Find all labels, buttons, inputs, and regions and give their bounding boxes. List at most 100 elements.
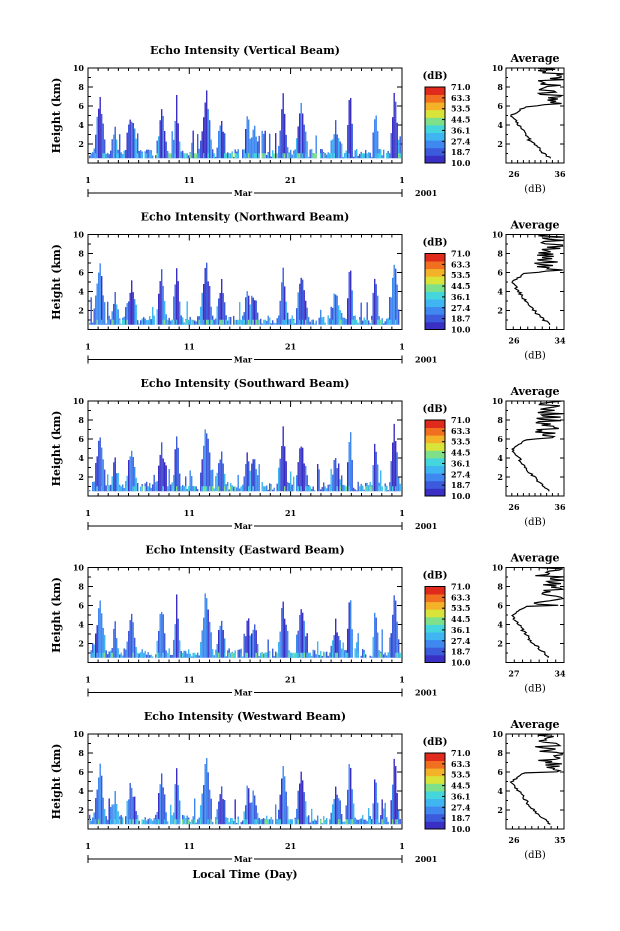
colorbar-swatch	[425, 624, 445, 633]
colorbar-swatch	[425, 639, 445, 648]
echo-field	[89, 90, 401, 159]
y-tick-label: 4	[78, 120, 84, 130]
colorbar-swatch	[425, 450, 445, 459]
colorbar-tick-label: 10.0	[451, 158, 471, 168]
x-tick-label: 11	[184, 175, 195, 185]
colorbar-swatch	[425, 768, 445, 777]
average-y-tick-label: 10	[492, 729, 504, 739]
average-y-tick-label: 2	[497, 805, 503, 815]
colorbar-swatch	[425, 654, 445, 663]
colorbar-swatch	[425, 798, 445, 807]
average-y-tick-label: 8	[497, 415, 503, 425]
colorbar-swatch	[425, 125, 445, 133]
colorbar-tick-label: 71.0	[451, 82, 471, 92]
x-tick-label: 21	[285, 508, 296, 518]
colorbar-swatch	[425, 632, 445, 641]
y-tick-label: 8	[78, 582, 84, 592]
colorbar-tick-label: 27.4	[451, 303, 471, 313]
colorbar-tick-label: 36.1	[451, 625, 470, 635]
y-tick-label: 4	[78, 453, 84, 463]
average-y-tick-label: 6	[497, 601, 503, 611]
panel-4: Echo Intensity (Eastward Beam) 10 8 6 4 2 Heig…	[50, 544, 566, 698]
colorbar-swatch	[425, 609, 445, 618]
colorbar-swatch	[425, 87, 445, 95]
average-y-tick-label: 6	[497, 767, 503, 777]
panel-2: Echo Intensity (Northward Beam) 10 8 6 4 2 Hei…	[50, 211, 566, 365]
y-tick-label: 8	[78, 249, 84, 259]
colorbar-tick-label: 44.5	[451, 614, 470, 624]
colorbar-tick-label: 53.5	[451, 603, 470, 613]
y-tick-label: 8	[78, 415, 84, 425]
panel-5: Echo Intensity (Westward Beam) 10 8 6 4 2 Heig…	[50, 710, 566, 864]
average-frame	[505, 67, 565, 164]
colorbar-swatch	[425, 586, 445, 595]
colorbar-tick-label: 53.5	[451, 104, 470, 114]
colorbar-swatch	[425, 783, 445, 792]
colorbar-swatch	[425, 465, 445, 474]
y-tick-label: 6	[78, 601, 84, 611]
x-tick-label: 11	[184, 508, 195, 518]
month-label: Mar	[234, 688, 253, 698]
x-tick-label: 21	[285, 841, 296, 851]
y-axis-label: Height (km)	[50, 78, 63, 154]
y-axis-label: Height (km)	[50, 411, 63, 487]
colorbar-swatch	[425, 806, 445, 815]
average-y-tick-label: 10	[492, 563, 504, 573]
average-x-tick-label: 26	[508, 336, 520, 346]
colorbar-unit: (dB)	[423, 238, 448, 249]
average-y-tick-label: 8	[497, 582, 503, 592]
colorbar-swatch	[425, 283, 445, 292]
average-x-label: (dB)	[524, 351, 546, 362]
average-y-tick-label: 8	[497, 249, 503, 259]
x-tick-label: 1	[399, 175, 405, 185]
colorbar-tick-label: 27.4	[451, 469, 471, 479]
colorbar-unit: (dB)	[423, 571, 448, 582]
x-tick-label: 1	[85, 175, 91, 185]
colorbar-swatch	[425, 321, 445, 330]
average-x-tick-label: 36	[554, 169, 566, 179]
colorbar-swatch	[425, 314, 445, 323]
average-title: Average	[509, 718, 559, 731]
month-label-bg	[232, 354, 254, 365]
colorbar-tick-label: 53.5	[451, 770, 470, 780]
colorbar-frame	[424, 586, 446, 663]
y-tick-label: 2	[78, 639, 84, 649]
colorbar-tick-label: 10.0	[451, 658, 471, 668]
average-y-tick-label: 4	[497, 786, 503, 796]
colorbar-swatch	[425, 253, 445, 262]
average-frame	[505, 733, 565, 830]
colorbar-swatch	[425, 775, 445, 784]
average-profile-line	[509, 733, 563, 825]
y-tick-label: 6	[78, 434, 84, 444]
colorbar-tick-label: 18.7	[451, 647, 470, 657]
colorbar-swatch	[425, 594, 445, 603]
colorbar-tick-label: 63.3	[451, 426, 471, 436]
y-tick-label: 10	[73, 63, 85, 73]
colorbar-tick-label: 71.0	[451, 582, 471, 592]
average-x-tick-label: 26	[508, 502, 520, 512]
average-y-tick-label: 10	[492, 230, 504, 240]
colorbar-swatch	[425, 147, 445, 156]
colorbar-swatch	[425, 813, 445, 822]
echo-field	[89, 262, 400, 325]
average-title: Average	[509, 52, 559, 65]
colorbar-swatch	[425, 117, 445, 126]
colorbar-tick-label: 18.7	[451, 480, 470, 490]
x-tick-label: 11	[184, 841, 195, 851]
y-tick-label: 6	[78, 767, 84, 777]
colorbar-swatch	[425, 442, 445, 451]
y-axis-label: Height (km)	[50, 577, 63, 653]
month-label-bg	[232, 188, 254, 198]
colorbar-unit: (dB)	[423, 71, 448, 82]
panel-3: Echo Intensity (Southward Beam) 10 8 6 4 2 Hei…	[50, 377, 566, 531]
y-tick-label: 2	[78, 472, 84, 482]
average-y-tick-label: 6	[497, 434, 503, 444]
month-label: Mar	[234, 188, 253, 198]
y-tick-label: 2	[78, 139, 84, 149]
colorbar-tick-label: 71.0	[451, 748, 471, 758]
y-tick-label: 10	[73, 563, 85, 573]
average-x-label: (dB)	[524, 517, 546, 528]
colorbar-tick-label: 63.3	[451, 259, 471, 269]
x-tick-label: 1	[85, 508, 91, 518]
